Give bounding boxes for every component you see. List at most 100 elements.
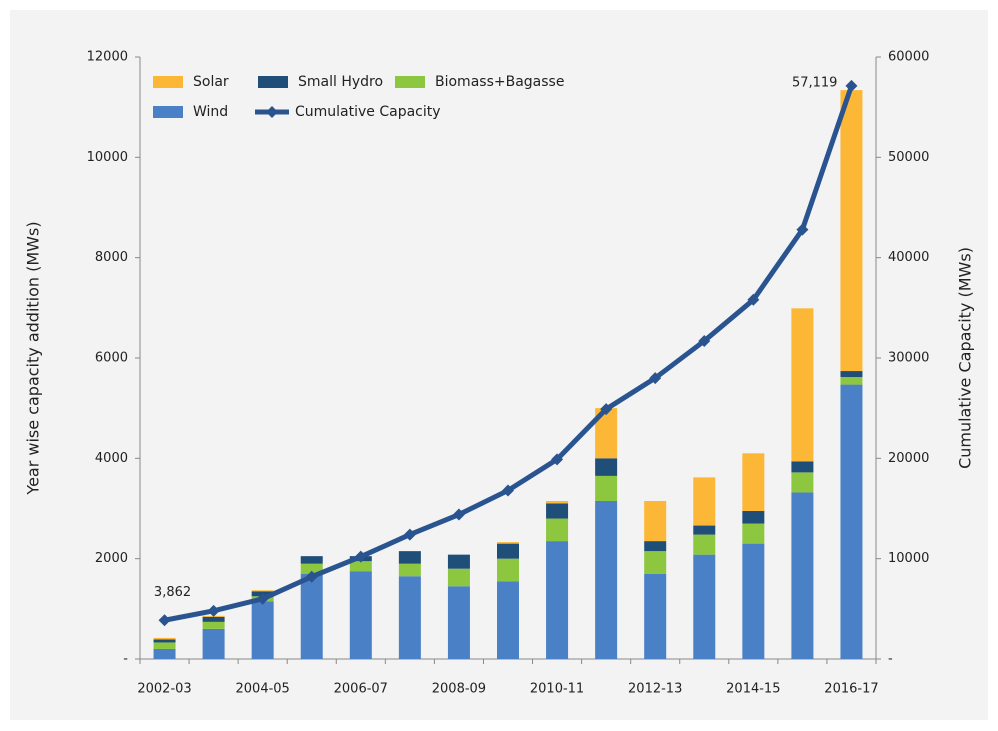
y2-tick-label: - — [888, 652, 893, 667]
x-tick-label: 2012-13 — [628, 682, 682, 697]
legend-swatch — [266, 106, 278, 118]
bar-segment — [497, 543, 519, 559]
y2-tick-label: 10000 — [888, 551, 929, 566]
bar-segment — [693, 477, 716, 526]
bar-segment — [791, 472, 814, 493]
bar-segment — [497, 542, 519, 544]
bar-segment — [840, 377, 863, 385]
bar-segment — [398, 576, 421, 659]
y-tick-label: - — [123, 652, 128, 667]
bar-segment — [840, 371, 863, 378]
bar-segment — [595, 408, 618, 459]
line-marker — [551, 453, 564, 466]
y2-tick-label: 30000 — [888, 351, 929, 366]
y-tick-label: 6000 — [95, 351, 128, 366]
bar-segment — [595, 475, 618, 501]
line-marker — [305, 570, 318, 583]
bar-segment — [447, 568, 470, 587]
bar-segment — [644, 573, 667, 659]
bar-segment — [202, 621, 225, 629]
bar-segment — [840, 384, 863, 659]
bar-segment — [447, 586, 470, 659]
x-tick-label: 2010-11 — [530, 682, 584, 697]
bar-segment — [595, 458, 618, 476]
bar-segment — [791, 492, 814, 659]
bar-segment — [546, 541, 569, 659]
bar-segment — [497, 558, 519, 582]
y-tick-label: 12000 — [87, 50, 128, 65]
bar-segment — [693, 525, 716, 535]
bar-segment — [742, 543, 765, 659]
legend-swatch — [395, 76, 425, 88]
bar-segment — [693, 554, 716, 659]
data-label: 57,119 — [792, 75, 838, 90]
bar-segment — [644, 500, 667, 542]
line-marker — [747, 293, 760, 306]
line-marker — [403, 528, 416, 541]
x-tick-label: 2008-09 — [432, 682, 486, 697]
y-tick-label: 2000 — [95, 551, 128, 566]
y2-tick-label: 40000 — [888, 250, 929, 265]
line-marker — [502, 484, 514, 497]
bar-segment — [742, 453, 765, 512]
x-tick-label: 2004-05 — [236, 682, 290, 697]
x-tick-label: 2006-07 — [334, 682, 388, 697]
legend-text: Small Hydro — [298, 74, 383, 90]
bar-segment — [693, 534, 716, 555]
line-marker — [452, 508, 465, 521]
bar-segment — [497, 581, 519, 659]
legend-swatch — [258, 76, 288, 88]
bar-segment — [153, 642, 176, 649]
bar-segment — [349, 561, 372, 572]
bar-segment — [300, 573, 323, 659]
x-tick-label: 2002-03 — [137, 682, 191, 697]
bar-segment — [595, 500, 618, 659]
x-tick-label: 2014-15 — [726, 682, 780, 697]
y-tick-label: 10000 — [87, 150, 128, 165]
bar-segment — [349, 571, 372, 659]
bar-segment — [644, 551, 667, 574]
bar-segment — [300, 563, 323, 574]
y-tick-label: 4000 — [95, 451, 128, 466]
bar-segment — [791, 308, 814, 462]
y-tick-label: 8000 — [95, 250, 128, 265]
bar-segment — [398, 551, 421, 564]
bar-segment — [546, 503, 569, 519]
bar-segment — [742, 511, 765, 524]
bar-segment — [447, 554, 470, 569]
bar-segment — [251, 601, 274, 659]
legend-text: Solar — [193, 74, 229, 90]
line-marker — [698, 334, 711, 347]
line-marker — [649, 372, 662, 385]
bar-segment — [644, 541, 667, 552]
bar-segment — [251, 590, 274, 592]
bar-segment — [153, 648, 176, 659]
legend-swatch — [153, 76, 183, 88]
bar-segment — [202, 616, 225, 622]
line-marker — [600, 403, 613, 416]
legend-text: Biomass+Bagasse — [435, 74, 564, 90]
bar-segment — [153, 637, 176, 640]
x-tick-label: 2016-17 — [824, 682, 878, 697]
bar-segment — [398, 563, 421, 577]
legend-swatch — [153, 106, 183, 118]
bar-segment — [840, 90, 863, 372]
bar-segment — [742, 523, 765, 544]
line-marker — [845, 79, 858, 92]
line-marker — [158, 614, 171, 627]
line-marker — [796, 223, 809, 236]
bar-segment — [153, 639, 176, 643]
line-marker — [207, 604, 220, 617]
y-axis-title: Year wise capacity addition (MWs) — [24, 221, 43, 495]
bar-segment — [791, 461, 814, 473]
legend-text: Wind — [193, 104, 228, 120]
y2-tick-label: 20000 — [888, 451, 929, 466]
bar-segment — [300, 556, 323, 564]
line-marker — [354, 550, 367, 563]
legend-text: Cumulative Capacity — [295, 104, 441, 120]
y2-axis-title: Cumulative Capacity (MWs) — [956, 247, 975, 469]
y2-tick-label: 60000 — [888, 50, 929, 65]
y2-tick-label: 50000 — [888, 150, 929, 165]
bar-segment — [546, 518, 569, 542]
